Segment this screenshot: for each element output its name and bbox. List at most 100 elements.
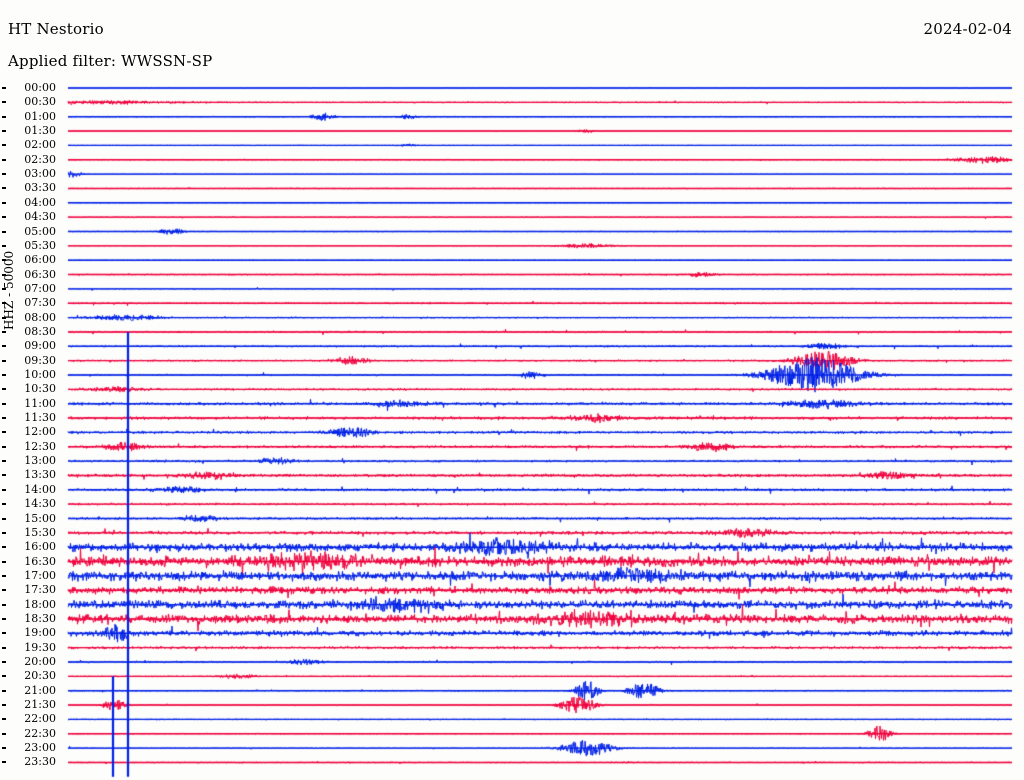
axis-tick: [2, 646, 6, 649]
time-label-2100: 21:00: [24, 683, 56, 697]
time-label-1230: 12:30: [24, 439, 56, 453]
time-label-1600: 16:00: [24, 540, 56, 554]
axis-tick: [2, 230, 6, 233]
time-label-0400: 04:00: [24, 195, 56, 209]
axis-tick: [2, 359, 6, 362]
time-label-0200: 02:00: [24, 138, 56, 152]
time-label-1300: 13:00: [24, 454, 56, 468]
time-label-0830: 08:30: [24, 324, 56, 338]
axis-tick: [2, 632, 6, 635]
axis-tick: [2, 144, 6, 147]
axis-tick: [2, 761, 6, 764]
time-label-2130: 21:30: [24, 698, 56, 712]
axis-tick: [2, 560, 6, 563]
time-label-1530: 15:30: [24, 525, 56, 539]
axis-tick: [2, 445, 6, 448]
axis-tick: [2, 259, 6, 262]
axis-tick: [2, 402, 6, 405]
axis-tick: [2, 101, 6, 104]
time-label-0300: 03:00: [24, 167, 56, 181]
time-label-0130: 01:30: [24, 124, 56, 138]
time-label-0230: 02:30: [24, 152, 56, 166]
axis-tick: [2, 517, 6, 520]
time-label-0530: 05:30: [24, 238, 56, 252]
time-label-0930: 09:30: [24, 353, 56, 367]
axis-tick: [2, 330, 6, 333]
time-label-2200: 22:00: [24, 712, 56, 726]
axis-tick: [2, 574, 6, 577]
axis-tick: [2, 460, 6, 463]
axis-tick: [2, 747, 6, 750]
axis-tick: [2, 661, 6, 663]
axis-tick: [2, 603, 6, 606]
axis-tick: [2, 374, 6, 376]
axis-tick: [2, 531, 6, 534]
time-label-1030: 10:30: [24, 382, 56, 396]
time-label-1130: 11:30: [24, 411, 56, 425]
time-label-1330: 13:30: [24, 468, 56, 482]
seismogram-plot: 00:00 00:30 01:00 01:30 02:00 02:30 03:00 03:30…: [0, 80, 1024, 780]
time-label-1200: 12:00: [24, 425, 56, 439]
time-label-2000: 20:00: [24, 655, 56, 668]
time-label-1930: 19:30: [24, 640, 56, 654]
axis-tick: [2, 431, 6, 434]
axis-tick: [2, 474, 6, 477]
time-label-0430: 04:30: [24, 210, 56, 224]
time-label-0700: 07:00: [24, 281, 56, 295]
time-label-0730: 07:30: [24, 296, 56, 310]
time-label-1800: 18:00: [24, 597, 56, 611]
time-axis: 00:00 00:30 01:00 01:30 02:00 02:30 03:00 03:30…: [0, 80, 68, 780]
record-date: 2024-02-04: [923, 20, 1012, 38]
time-label-1500: 15:00: [24, 511, 56, 525]
axis-tick: [2, 244, 6, 247]
station-name: HT Nestorio: [8, 20, 104, 38]
axis-tick: [2, 345, 6, 348]
time-label-0030: 00:30: [24, 95, 56, 109]
axis-tick: [2, 216, 6, 219]
axis-tick: [2, 388, 6, 391]
time-label-0630: 06:30: [24, 267, 56, 281]
time-label-0900: 09:00: [24, 339, 56, 353]
time-label-1100: 11:00: [24, 396, 56, 410]
axis-tick: [2, 617, 6, 620]
time-label-2030: 20:30: [24, 669, 56, 683]
time-label-1900: 19:00: [24, 626, 56, 640]
axis-tick: [2, 302, 6, 305]
axis-tick: [2, 589, 6, 592]
axis-tick: [2, 201, 6, 204]
axis-tick: [2, 689, 6, 692]
axis-tick: [2, 173, 6, 176]
time-label-2230: 22:30: [24, 726, 56, 740]
seismogram-trace-canvas: [0, 80, 1024, 780]
axis-tick: [2, 488, 6, 491]
time-label-0500: 05:00: [24, 224, 56, 238]
time-label-0100: 01:00: [24, 109, 56, 123]
axis-tick: [2, 675, 6, 678]
axis-tick: [2, 115, 6, 118]
time-label-0800: 08:00: [24, 310, 56, 324]
axis-tick: [2, 704, 6, 707]
time-label-2330: 23:30: [24, 755, 56, 769]
axis-tick: [2, 718, 6, 721]
time-label-1430: 14:30: [24, 497, 56, 511]
y-axis-label: HHZ - 50000: [2, 250, 16, 330]
time-label-1830: 18:30: [24, 611, 56, 625]
axis-tick: [2, 273, 6, 276]
axis-tick: [2, 158, 6, 161]
time-label-1400: 14:00: [24, 482, 56, 496]
time-label-1630: 16:30: [24, 554, 56, 568]
time-label-0330: 03:30: [24, 181, 56, 195]
axis-tick: [2, 546, 6, 549]
axis-tick: [2, 316, 6, 319]
time-label-0600: 06:00: [24, 253, 56, 267]
time-label-1700: 17:00: [24, 568, 56, 582]
time-label-1000: 10:00: [24, 368, 56, 381]
time-label-2300: 23:00: [24, 741, 56, 755]
axis-tick: [2, 503, 6, 506]
axis-tick: [2, 732, 6, 735]
time-label-0000: 00:00: [24, 81, 56, 94]
applied-filter-label: Applied filter: WWSSN-SP: [8, 52, 213, 70]
time-label-1730: 17:30: [24, 583, 56, 597]
axis-tick: [2, 287, 6, 290]
